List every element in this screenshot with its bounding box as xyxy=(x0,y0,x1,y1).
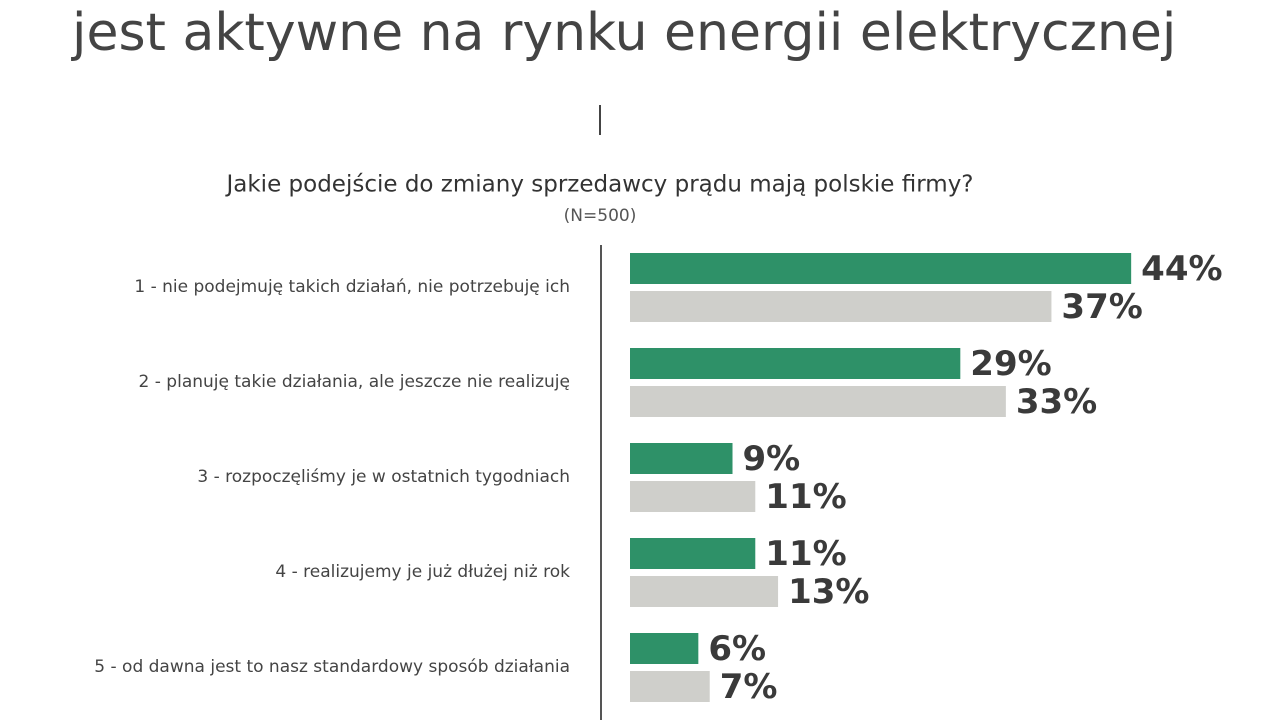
bar xyxy=(630,386,1006,417)
value-label: 44% xyxy=(1141,249,1222,289)
value-label: 37% xyxy=(1061,287,1142,327)
chart-subtitle: Jakie podejście do zmiany sprzedawcy prą… xyxy=(224,172,973,198)
chart-title: jest aktywne na rynku energii elektryczn… xyxy=(71,3,1176,63)
value-label: 13% xyxy=(788,572,869,612)
category-label: 5 - od dawna jest to nasz standardowy sp… xyxy=(94,657,570,677)
category-label: 1 - nie podejmuję takich działań, nie po… xyxy=(134,277,570,297)
bar xyxy=(630,253,1132,284)
category-label: 2 - planuję takie działania, ale jeszcze… xyxy=(139,372,570,392)
bar xyxy=(630,481,756,512)
category-label: 4 - realizujemy je już dłużej niż rok xyxy=(275,562,570,582)
value-label: 6% xyxy=(708,629,766,669)
bar xyxy=(630,348,961,379)
value-label: 9% xyxy=(743,439,801,479)
category-label: 3 - rozpoczęliśmy je w ostatnich tygodni… xyxy=(197,467,570,487)
value-label: 33% xyxy=(1016,382,1097,422)
value-label: 11% xyxy=(765,477,846,517)
bar xyxy=(630,443,733,474)
value-label: 29% xyxy=(970,344,1051,384)
bar xyxy=(630,538,756,569)
value-label: 11% xyxy=(765,534,846,574)
bar xyxy=(630,633,699,664)
bar xyxy=(630,291,1052,322)
bar xyxy=(630,576,779,607)
sample-note: (N=500) xyxy=(564,206,637,226)
value-label: 7% xyxy=(720,667,778,707)
bar xyxy=(630,671,710,702)
